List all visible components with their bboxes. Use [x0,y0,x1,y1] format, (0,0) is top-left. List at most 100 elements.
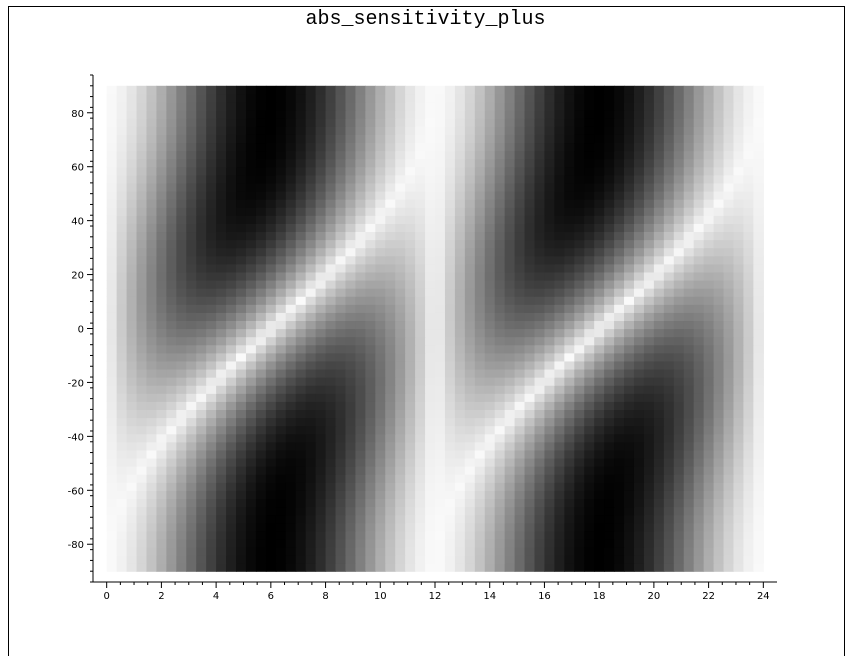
heatmap-cell [554,417,565,427]
heatmap-cell [365,506,376,516]
heatmap-cell [375,457,386,467]
heatmap-cell [474,538,486,548]
heatmap-cell [484,101,496,111]
heatmap-cell [295,215,307,224]
heatmap-cell [106,118,118,127]
heatmap-cell [435,506,446,516]
heatmap-cell [673,199,685,208]
heatmap-cell [315,101,327,111]
heatmap-cell [454,490,466,499]
heatmap-cell [405,288,416,297]
heatmap-cell [325,409,337,419]
heatmap-cell [693,368,705,378]
heatmap-cell [435,134,446,144]
heatmap-cell [703,312,715,322]
heatmap-cell [673,101,685,111]
heatmap-cell [375,223,386,233]
heatmap-cell [494,538,506,548]
heatmap-cell [624,441,635,451]
heatmap-cell [415,288,426,297]
heatmap-cell [474,174,486,184]
heatmap-cell [474,199,486,208]
heatmap-cell [693,93,705,103]
heatmap-cell [196,466,207,475]
heatmap-cell [255,352,267,362]
heatmap-cell [275,215,287,224]
heatmap-cell [255,239,267,249]
heatmap-cell [663,555,675,564]
heatmap-cell [265,101,277,111]
heatmap-cell [534,158,546,168]
heatmap-cell [723,320,735,330]
heatmap-cell [375,498,386,508]
heatmap-cell [325,563,337,572]
heatmap-cell [494,174,506,184]
heatmap-cell [703,134,715,144]
heatmap-cell [275,101,287,111]
heatmap-cell [395,344,406,354]
heatmap-cell [624,401,635,410]
heatmap-cell [474,385,486,394]
heatmap-cell [574,215,585,224]
heatmap-cell [116,352,128,362]
heatmap-cell [663,482,675,491]
heatmap-cell [335,538,347,548]
heatmap-cell [345,522,357,532]
heatmap-cell [206,126,217,135]
heatmap-cell [723,506,735,516]
heatmap-cell [733,457,745,467]
heatmap-cell [514,255,526,265]
heatmap-cell [554,85,565,95]
heatmap-cell [713,433,725,443]
heatmap-cell [275,490,287,499]
heatmap-cell [494,118,506,127]
heatmap-cell [624,377,635,386]
heatmap-cell [146,360,158,370]
heatmap-cell [444,93,456,103]
heatmap-cell [385,538,396,548]
heatmap-cell [614,401,625,410]
heatmap-cell [604,304,615,313]
heatmap-cell [753,490,764,499]
heatmap-cell [524,466,536,475]
heatmap-cell [504,360,516,370]
heatmap-cell [584,101,595,111]
heatmap-cell [375,142,386,152]
heatmap-cell [156,150,167,160]
heatmap-cell [594,546,605,556]
heatmap-cell [415,296,426,305]
heatmap-cell [126,134,138,144]
heatmap-cell [574,433,585,443]
heatmap-cell [435,466,446,475]
heatmap-cell [136,223,148,233]
heatmap-cell [504,368,516,378]
heatmap-cell [116,142,128,152]
heatmap-cell [484,247,496,257]
heatmap-cell [285,199,297,208]
heatmap-cell [594,158,605,168]
heatmap-cell [176,215,187,224]
heatmap-cell [285,134,297,144]
heatmap-cell [534,304,546,313]
heatmap-cell [126,239,138,249]
heatmap-cell [723,101,735,111]
heatmap-cell [653,101,665,111]
heatmap-cell [534,312,546,322]
heatmap-cell [365,199,376,208]
heatmap-cell [355,352,366,362]
heatmap-cell [703,271,715,281]
heatmap-cell [325,336,337,346]
heatmap-cell [405,304,416,313]
heatmap-cell [474,288,486,297]
heatmap-cell [186,522,197,532]
heatmap-cell [554,247,565,257]
heatmap-cell [594,344,605,354]
heatmap-cell [604,377,615,386]
heatmap-cell [435,328,446,338]
heatmap-cell [723,85,735,95]
heatmap-cell [116,126,128,135]
heatmap-cell [524,474,536,483]
heatmap-cell [683,441,695,451]
heatmap-cell [494,498,506,508]
heatmap-cell [335,393,347,402]
